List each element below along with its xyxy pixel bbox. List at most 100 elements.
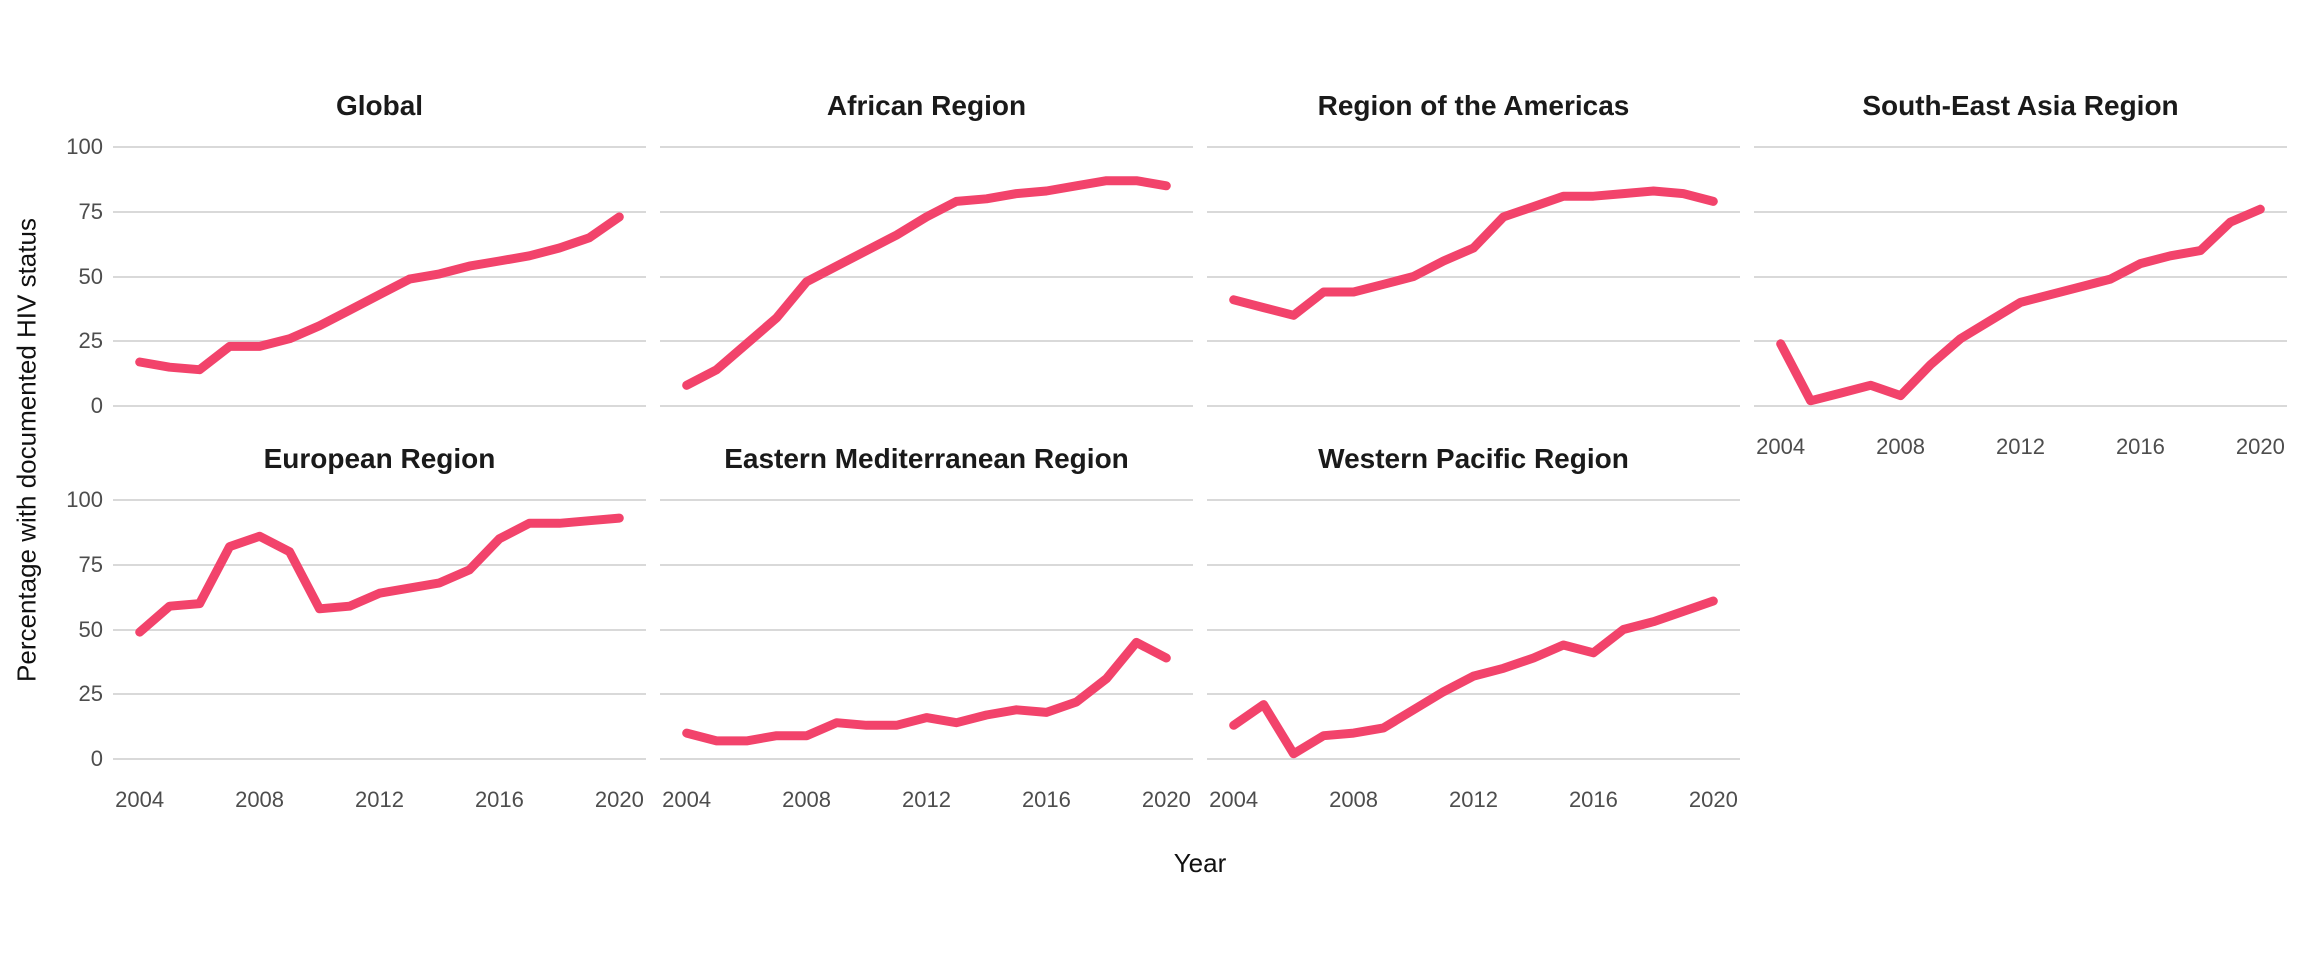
panel bbox=[113, 134, 646, 419]
gridline-y-0 bbox=[1207, 758, 1740, 760]
gridline-y-100 bbox=[1754, 146, 2287, 148]
gridline-y-50 bbox=[1207, 628, 1740, 631]
gridline-y-50 bbox=[113, 628, 646, 631]
gridline-y-25 bbox=[1207, 693, 1740, 696]
facet-south-east-asia-region: South-East Asia Region 2004 2008 2012 2016 2… bbox=[1754, 90, 2287, 459]
gridline-y-50 bbox=[1754, 275, 2287, 278]
x-tick-label-2004: 2004 bbox=[115, 787, 165, 812]
gridline-y-75 bbox=[660, 210, 1193, 213]
y-tick-label-50: 50 bbox=[78, 263, 103, 289]
gridline-y-0 bbox=[660, 405, 1193, 407]
gridline-y-25 bbox=[1207, 340, 1740, 343]
x-axis-title: Year bbox=[1173, 848, 1227, 878]
facet-global: Global 0 25 50 75 100 bbox=[66, 90, 646, 419]
x-tick-label-2020: 2020 bbox=[1141, 787, 1191, 812]
gridline-y-100 bbox=[660, 499, 1193, 501]
gridline-y-75 bbox=[1754, 210, 2287, 213]
y-tick-label-75: 75 bbox=[78, 551, 103, 577]
gridline-y-100 bbox=[1207, 499, 1740, 501]
gridline-y-25 bbox=[660, 340, 1193, 343]
gridline-y-50 bbox=[1207, 275, 1740, 278]
trend-line bbox=[135, 513, 624, 637]
y-tick-label-0: 0 bbox=[90, 393, 103, 418]
facet-title: South-East Asia Region bbox=[1862, 90, 2179, 121]
x-tick-label-2016: 2016 bbox=[1021, 787, 1071, 812]
trend-line-svg bbox=[1229, 596, 1718, 759]
panel bbox=[1754, 134, 2287, 419]
x-tick-label-2008: 2008 bbox=[1876, 434, 1926, 459]
trend-line-svg bbox=[1776, 204, 2265, 406]
x-tick-label-2008: 2008 bbox=[1329, 787, 1379, 812]
gridline-y-75 bbox=[1207, 563, 1740, 566]
gridline-y-100 bbox=[660, 146, 1193, 148]
x-tick-label-2004: 2004 bbox=[662, 787, 712, 812]
x-tick-label-2016: 2016 bbox=[474, 787, 524, 812]
trend-line bbox=[682, 176, 1171, 390]
facet-african-region: African Region bbox=[660, 90, 1193, 419]
gridline-y-0 bbox=[1207, 405, 1740, 407]
gridline-y-0 bbox=[1754, 405, 2287, 407]
gridline-y-25 bbox=[113, 693, 646, 696]
x-tick-label-2016: 2016 bbox=[2115, 434, 2165, 459]
gridline-y-0 bbox=[660, 758, 1193, 760]
y-tick-label-0: 0 bbox=[90, 746, 103, 771]
y-tick-label-25: 25 bbox=[78, 328, 103, 354]
gridline-y-100 bbox=[1207, 146, 1740, 148]
x-tick-label-2004: 2004 bbox=[1756, 434, 1806, 459]
facet-title: Global bbox=[335, 90, 424, 121]
x-tick-label-2012: 2012 bbox=[355, 787, 404, 812]
gridline-y-25 bbox=[660, 693, 1193, 696]
gridline-y-75 bbox=[660, 563, 1193, 566]
facet-title: Western Pacific Region bbox=[1318, 443, 1629, 474]
panel bbox=[113, 487, 646, 772]
trend-line bbox=[1776, 204, 2265, 406]
gridline-y-0 bbox=[113, 405, 646, 407]
x-tick-label-2012: 2012 bbox=[1996, 434, 2045, 459]
trend-line-svg bbox=[682, 637, 1171, 746]
trend-line bbox=[682, 637, 1171, 746]
panel bbox=[1207, 487, 1740, 772]
gridline-y-50 bbox=[660, 275, 1193, 278]
gridline-y-25 bbox=[113, 340, 646, 343]
trend-line bbox=[1229, 186, 1718, 320]
panel bbox=[660, 134, 1193, 419]
facet-western-pacific-region: Western Pacific Region 2004 2008 2012 2016 2… bbox=[1207, 443, 1740, 812]
trend-line bbox=[1229, 596, 1718, 759]
gridline-y-25 bbox=[1754, 340, 2287, 343]
gridline-y-75 bbox=[113, 563, 646, 566]
facet-title: European Region bbox=[263, 443, 496, 474]
facet-title: African Region bbox=[826, 90, 1027, 121]
x-tick-label-2004: 2004 bbox=[1209, 787, 1259, 812]
facet-eastern-mediterranean-region: Eastern Mediterranean Region 2004 2008 201… bbox=[660, 443, 1193, 812]
trend-line-svg bbox=[1229, 186, 1718, 320]
facet-title: Eastern Mediterranean Region bbox=[724, 443, 1129, 474]
y-tick-label-75: 75 bbox=[78, 198, 103, 224]
x-tick-label-2016: 2016 bbox=[1568, 787, 1618, 812]
trend-line-svg bbox=[682, 176, 1171, 390]
x-tick-label-2020: 2020 bbox=[594, 787, 644, 812]
x-tick-label-2012: 2012 bbox=[1449, 787, 1498, 812]
gridline-y-75 bbox=[1207, 210, 1740, 213]
trend-line-svg bbox=[135, 513, 624, 637]
panel bbox=[1207, 134, 1740, 419]
facet-title: Region of the Americas bbox=[1317, 90, 1630, 121]
facet-region-of-the-americas: Region of the Americas bbox=[1207, 90, 1740, 419]
panel bbox=[660, 487, 1193, 772]
facet-european-region: European Region 0 25 50 75 100 2004 2008 2012 20… bbox=[66, 443, 646, 812]
trend-line bbox=[135, 212, 624, 375]
y-tick-label-50: 50 bbox=[78, 616, 103, 642]
x-tick-label-2008: 2008 bbox=[782, 787, 832, 812]
gridline-y-50 bbox=[660, 628, 1193, 631]
x-tick-label-2008: 2008 bbox=[235, 787, 285, 812]
x-tick-label-2020: 2020 bbox=[2235, 434, 2285, 459]
x-tick-label-2020: 2020 bbox=[1688, 787, 1738, 812]
trend-line-svg bbox=[135, 212, 624, 375]
gridline-y-75 bbox=[113, 210, 646, 213]
gridline-y-0 bbox=[113, 758, 646, 760]
y-tick-label-25: 25 bbox=[78, 681, 103, 707]
y-tick-label-100: 100 bbox=[66, 487, 103, 512]
x-tick-label-2012: 2012 bbox=[902, 787, 951, 812]
y-tick-label-100: 100 bbox=[66, 134, 103, 159]
gridline-y-50 bbox=[113, 275, 646, 278]
